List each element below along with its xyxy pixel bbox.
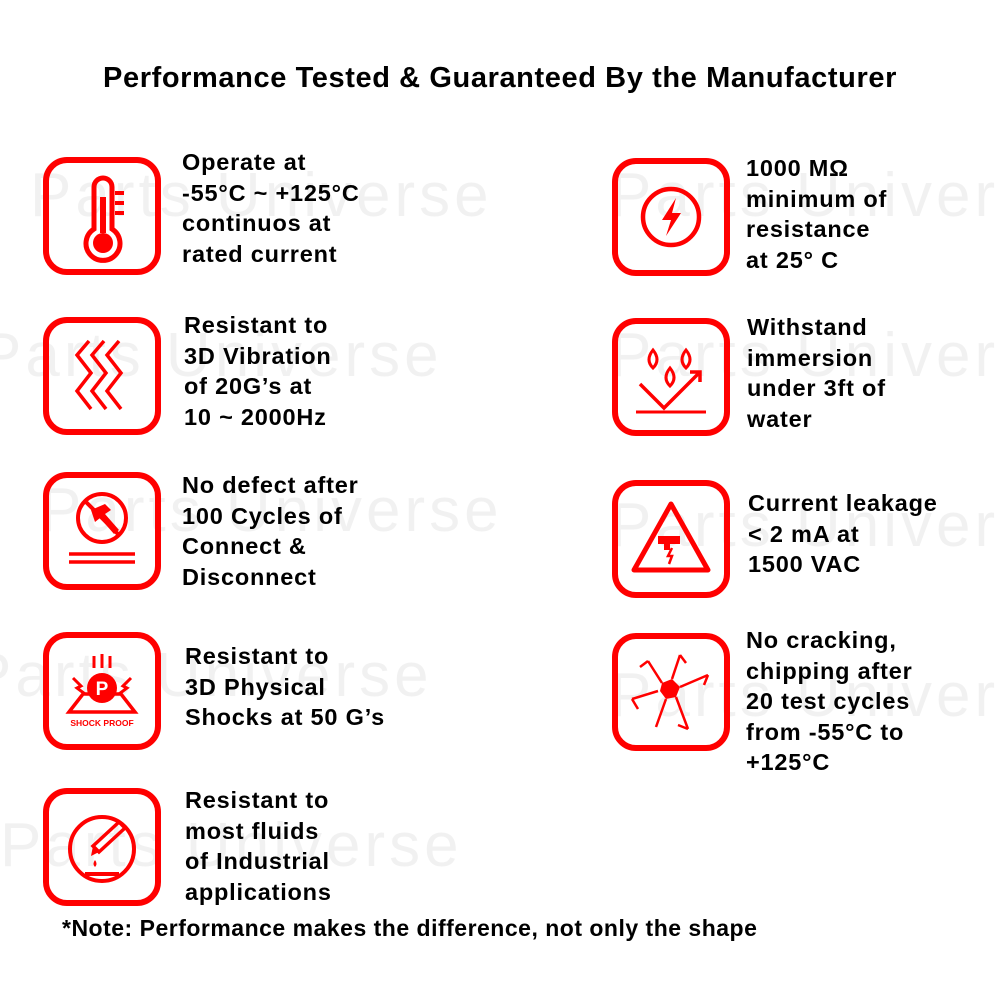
feature-text-cycles: No defect after 100 Cycles of Connect & Dis… [182, 472, 359, 590]
svg-text:P: P [96, 679, 109, 700]
thermometer-icon [43, 157, 161, 275]
water-drops-icon [612, 318, 730, 436]
page-title: Performance Tested & Guaranteed By the M… [103, 62, 897, 94]
leakage-warning-icon [612, 480, 730, 598]
svg-text:SHOCK PROOF: SHOCK PROOF [70, 718, 133, 728]
feature-text-temperature: Operate at -55°C ~ +125°C continuos at rate… [182, 149, 360, 267]
shock-proof-icon: P SHOCK PROOF [43, 632, 161, 750]
vibration-icon [43, 317, 161, 435]
feature-text-cracking: No cracking, chipping after 20 test cycles… [746, 627, 913, 775]
feature-text-resistance: 1000 MΩ minimum of resistance at 25° C [746, 155, 888, 273]
feature-text-fluids: Resistant to most fluids of Industrial appl… [185, 787, 332, 905]
feature-text-immersion: Withstand immersion under 3ft of water [747, 314, 886, 432]
cracked-glass-icon [612, 633, 730, 751]
feature-text-leakage: Current leakage < 2 mA at 1500 VAC [748, 490, 938, 577]
lightning-icon [612, 158, 730, 276]
test-tube-fluid-icon [43, 788, 161, 906]
footnote: *Note: Performance makes the difference,… [62, 915, 758, 941]
feature-text-shock: Resistant to 3D Physical Shocks at 50 G’s [185, 643, 386, 730]
feature-text-vibration: Resistant to 3D Vibration of 20G’s at 10 ~ … [184, 312, 332, 430]
hammer-prohibited-icon [43, 472, 161, 590]
